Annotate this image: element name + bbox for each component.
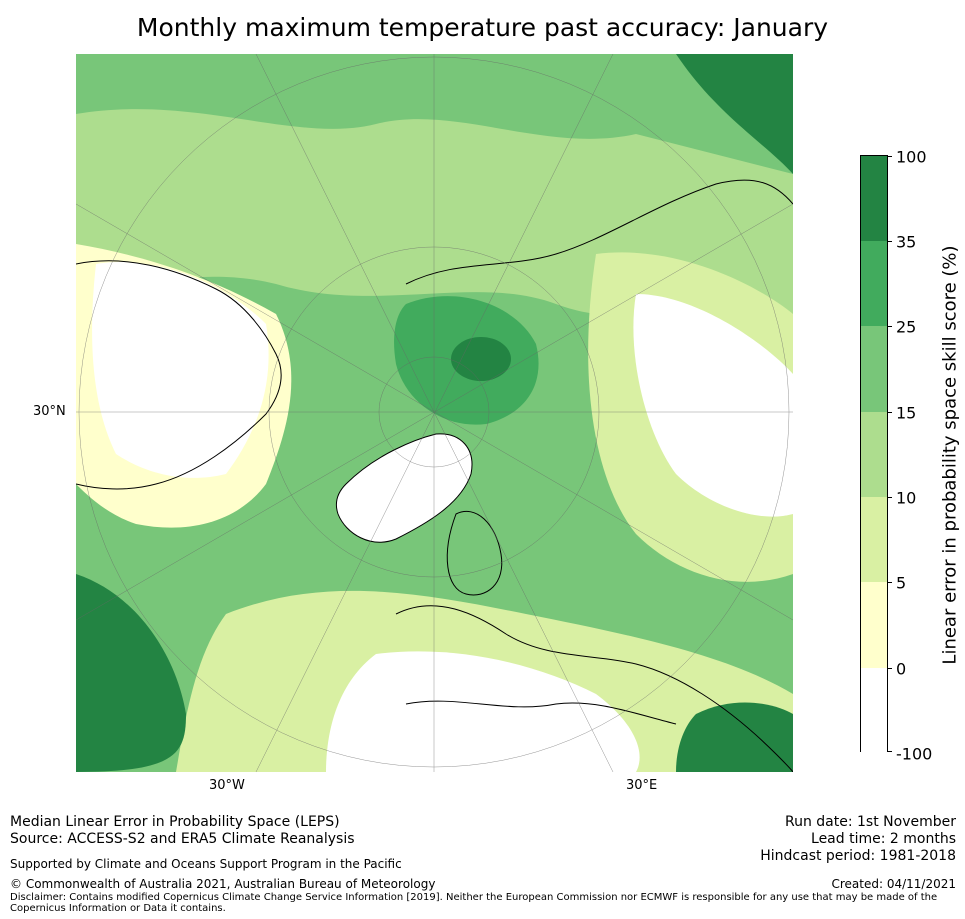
colorbar-tickmark — [888, 668, 892, 669]
colorbar-tickmark — [888, 156, 892, 157]
colorbar — [860, 155, 888, 753]
colorbar-tick-label: 35 — [896, 232, 917, 252]
colorbar-tick-label: 100 — [896, 147, 927, 167]
region-dark-kara — [451, 337, 511, 381]
footer-left: Median Linear Error in Probability Space… — [10, 814, 355, 848]
footer-right: Run date: 1st November Lead time: 2 mont… — [760, 814, 956, 865]
footer-support: Supported by Climate and Oceans Support … — [10, 857, 402, 871]
footer-copyright: © Commonwealth of Australia 2021, Austra… — [10, 877, 436, 891]
colorbar-segment-0-5 — [861, 582, 887, 668]
colorbar-tick-label: 25 — [896, 317, 917, 337]
colorbar-tickmark — [888, 412, 892, 413]
footer-hindcast: Hindcast period: 1981-2018 — [760, 848, 956, 864]
region-dark-se — [676, 702, 793, 772]
colorbar-tickmark — [888, 582, 892, 583]
lon-label-30w: 30°W — [209, 778, 245, 793]
coastline-america — [76, 260, 282, 490]
colorbar-label: Linear error in probability space skill … — [939, 245, 961, 665]
lon-label-30e: 30°E — [626, 778, 658, 793]
colorbar-tick-label: 15 — [896, 403, 917, 423]
colorbar-segment-15-25 — [861, 326, 887, 412]
lat-label-30n: 30°N — [33, 404, 66, 419]
coastline-eurasia — [405, 179, 793, 285]
colorbar-segment-35-100 — [861, 156, 887, 241]
region-dark-nw — [76, 574, 186, 772]
scandinavia — [446, 510, 503, 596]
colorbar-segment-25-35 — [861, 241, 887, 326]
colorbar-tickmark — [888, 241, 892, 242]
region-dark-ne — [676, 54, 793, 174]
footer-source: Source: ACCESS-S2 and ERA5 Climate Reana… — [10, 831, 355, 847]
colorbar-tick-label: 0 — [896, 659, 907, 679]
graticule — [76, 54, 793, 772]
coastline-europe — [395, 605, 793, 772]
map-graphic — [76, 54, 793, 772]
colorbar-segment-neg100-0 — [861, 668, 887, 753]
colorbar-tick-label: 5 — [896, 573, 907, 593]
colorbar-tick-label: 10 — [896, 488, 917, 508]
footer-lead-time: Lead time: 2 months — [811, 831, 956, 847]
footer-created: Created: 04/11/2021 — [831, 877, 956, 891]
footer-run-date: Run date: 1st November — [784, 814, 956, 830]
footer-leps: Median Linear Error in Probability Space… — [10, 814, 340, 830]
footer-disclaimer: Disclaimer: Contains modified Copernicus… — [10, 892, 938, 914]
region-white-east — [633, 294, 793, 517]
region-white-south — [326, 651, 640, 772]
colorbar-tickmark — [888, 326, 892, 327]
map-title: Monthly maximum temperature past accurac… — [136, 13, 829, 42]
colorbar-segment-10-15 — [861, 412, 887, 497]
coastline-mediterranean — [405, 700, 677, 725]
greenland — [335, 433, 473, 543]
skill-score-map — [76, 54, 793, 772]
colorbar-segment-5-10 — [861, 497, 887, 582]
colorbar-tick-label: -100 — [896, 744, 933, 764]
colorbar-tickmark — [888, 751, 892, 752]
colorbar-tickmark — [888, 497, 892, 498]
region-white-west — [92, 262, 269, 478]
